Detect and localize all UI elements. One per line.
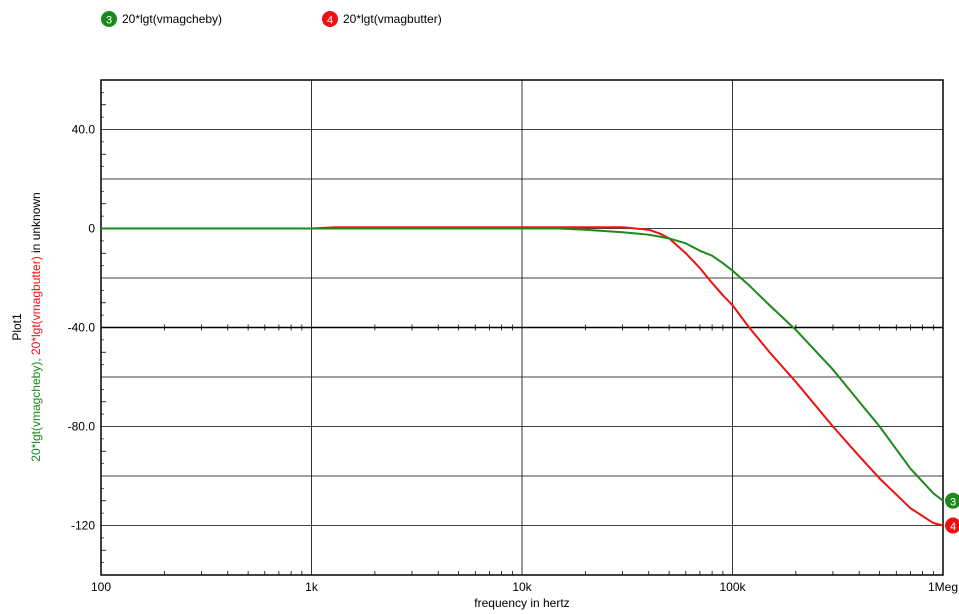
y-tick-label: -80.0 xyxy=(68,420,96,434)
x-tick-label: 100k xyxy=(719,580,746,594)
legend-marker-number: 3 xyxy=(106,15,112,27)
plot-label: Plot1 xyxy=(10,313,24,341)
series-lines xyxy=(101,226,944,527)
x-tick-label: 1k xyxy=(305,580,319,594)
x-axis-label: frequency in hertz xyxy=(474,596,569,610)
x-tick-label: 100 xyxy=(91,580,111,594)
y-tick-label: -40.0 xyxy=(68,321,96,335)
y-axis-label-part: in unknown xyxy=(29,192,43,256)
y-tick-label: 0 xyxy=(88,222,95,236)
y-tick-label: -120 xyxy=(71,519,95,533)
series-end-marker xyxy=(945,517,959,534)
end-markers: 34 xyxy=(945,492,959,534)
tick-labels: 40.0 0 -40.0 -80.0 -120 100 1k 10k 100k 1Meg xyxy=(68,123,958,595)
legend-marker xyxy=(101,11,117,27)
legend-entry: 20*lgt(vmagbutter) xyxy=(343,12,442,26)
legend: 3 20*lgt(vmagcheby) 4 20*lgt(vmagbutter) xyxy=(101,11,442,27)
x-tick-label: 1Meg xyxy=(928,580,958,594)
grid xyxy=(100,80,944,575)
plot-frame xyxy=(100,79,944,576)
legend-entry: 20*lgt(vmagcheby) xyxy=(122,12,222,26)
series-end-marker-number: 4 xyxy=(950,521,956,533)
legend-marker xyxy=(322,11,338,27)
x-tick-label: 10k xyxy=(512,580,532,594)
series-end-marker-number: 3 xyxy=(950,496,956,508)
y-axis-label-part: 20*lgt(vmagcheby), xyxy=(29,358,43,461)
y-axis-label-text: 20*lgt(vmagcheby), 20*lgt(vmagbutter) in… xyxy=(29,192,43,461)
series-line xyxy=(101,227,944,502)
y-tick-label: 40.0 xyxy=(72,123,96,137)
legend-marker-number: 4 xyxy=(327,15,333,27)
y-axis-label-part: 20*lgt(vmagbutter) xyxy=(29,256,43,358)
axes xyxy=(100,79,944,576)
series-line xyxy=(101,226,944,527)
series-end-marker xyxy=(945,492,959,509)
y-axis-label: 20*lgt(vmagcheby), 20*lgt(vmagbutter) in… xyxy=(29,192,43,461)
